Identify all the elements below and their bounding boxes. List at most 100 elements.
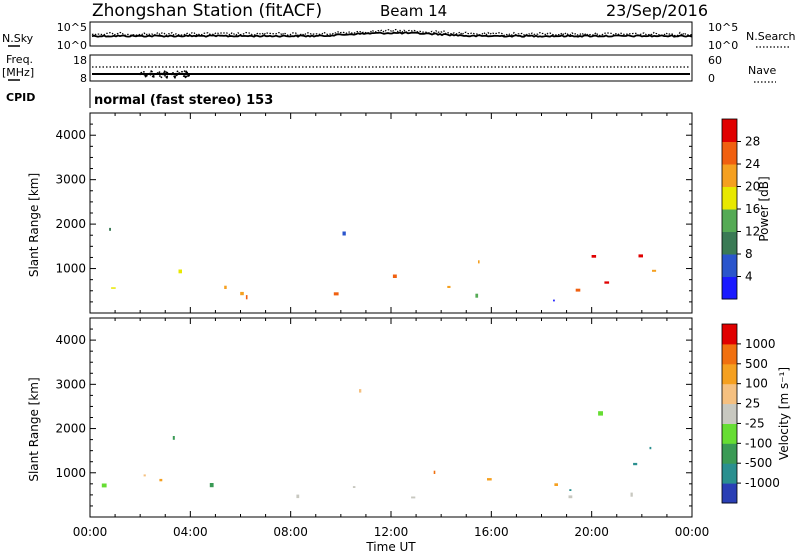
nsky-panel-frame bbox=[89, 21, 693, 47]
echo-cell bbox=[178, 269, 182, 274]
date-label: 23/Sep/2016 bbox=[606, 1, 708, 20]
freq-scatter-point bbox=[173, 75, 176, 78]
freq-scatter-point bbox=[184, 76, 187, 78]
colorbar-segment bbox=[722, 186, 737, 210]
freq-scatter-points bbox=[139, 70, 191, 79]
colorbar-segment bbox=[722, 363, 737, 385]
echo-cell bbox=[568, 495, 573, 499]
echo-cell bbox=[109, 227, 111, 231]
freq-label-line1: Freq. bbox=[6, 53, 33, 66]
echo-cell bbox=[143, 474, 146, 477]
nsearch-right-tick-top: 10^5 bbox=[708, 21, 738, 34]
echo-cell bbox=[392, 274, 397, 278]
freq-scatter-point bbox=[186, 71, 189, 74]
nsearch-right-tick-bottom: 10^0 bbox=[708, 39, 738, 52]
colorbar-tick-label: 500 bbox=[745, 357, 768, 371]
colorbar-segment bbox=[722, 443, 737, 464]
colorbar-tick-label: 24 bbox=[745, 157, 760, 171]
colorbar-tick-label: -500 bbox=[745, 456, 772, 470]
colorbar-tick-label: -1000 bbox=[745, 476, 780, 490]
colorbar-tick-label: 16 bbox=[745, 202, 760, 216]
y-tick-label: 1000 bbox=[55, 466, 86, 480]
freq-scatter-point bbox=[169, 73, 172, 75]
nsky-left-tick-top: 10^5 bbox=[57, 21, 87, 34]
freq-scatter-point bbox=[172, 72, 174, 74]
echo-cell bbox=[159, 478, 163, 482]
x-tick-label: 12:00 bbox=[374, 525, 409, 539]
freq-scatter-point bbox=[144, 73, 147, 76]
x-tick-label: 20:00 bbox=[574, 525, 609, 539]
colorbar-segment bbox=[722, 463, 737, 484]
x-axis-title: Time UT bbox=[365, 540, 416, 554]
y-tick-label: 2000 bbox=[55, 422, 86, 436]
colorbar-tick-label: 4 bbox=[745, 270, 753, 284]
freq-scatter-point bbox=[159, 75, 161, 77]
freq-scatter-point bbox=[183, 72, 186, 75]
power-colorbar: 4 8 12 16 20 24 28 Power [dB] bbox=[721, 118, 771, 300]
colorbar-title: Velocity [m s⁻¹] bbox=[777, 367, 791, 460]
freq-scatter-point bbox=[149, 73, 152, 76]
freq-scatter-point bbox=[140, 71, 143, 74]
freq-scatter-point bbox=[150, 70, 153, 73]
echo-cell bbox=[447, 285, 451, 288]
freq-scatter-point bbox=[158, 71, 161, 73]
echo-cell bbox=[172, 436, 175, 440]
freq-scatter-point bbox=[165, 76, 168, 79]
colorbar-title: Power [dB] bbox=[757, 176, 771, 241]
colorbar-tick-label: -25 bbox=[745, 416, 765, 430]
cpid-label: CPID bbox=[6, 91, 35, 104]
echo-cell bbox=[478, 260, 480, 264]
colorbar-tick-label: 8 bbox=[745, 247, 753, 261]
echo-cell bbox=[240, 291, 244, 296]
colorbar-frame bbox=[721, 323, 738, 504]
freq-scatter-point bbox=[181, 70, 183, 73]
y-tick-label: 3000 bbox=[55, 173, 86, 187]
y-tick-label: 3000 bbox=[55, 377, 86, 391]
echo-cell bbox=[487, 478, 492, 481]
freq-scatter-point bbox=[176, 70, 179, 73]
echo-cell bbox=[553, 299, 555, 302]
echo-cell bbox=[475, 293, 479, 298]
nsearch-label: N.Search bbox=[746, 30, 796, 43]
nave-right-tick-top: 60 bbox=[708, 54, 722, 67]
nave-right-tick-bottom: 0 bbox=[708, 72, 715, 85]
colorbar-segment bbox=[722, 254, 737, 277]
cpid-text: normal (fast stereo) 153 bbox=[94, 93, 273, 108]
power-panel: 1000 2000 3000 4000 Slant Range [km] bbox=[27, 112, 693, 314]
colorbar-segment bbox=[722, 231, 737, 255]
echo-cell bbox=[111, 287, 116, 289]
colorbar-segment bbox=[722, 119, 737, 142]
echo-cell bbox=[359, 389, 362, 393]
freq-scatter-point bbox=[161, 72, 163, 75]
nave-label: Nave bbox=[748, 64, 776, 77]
colorbar-tick-label: 100 bbox=[745, 377, 768, 391]
echo-cell bbox=[411, 496, 416, 499]
colorbar-segment bbox=[722, 324, 737, 345]
freq-panel-frame bbox=[89, 54, 693, 82]
colorbar-segment bbox=[722, 483, 737, 504]
freq-scatter-point bbox=[139, 73, 142, 76]
x-tick-label: 04:00 bbox=[173, 525, 208, 539]
colorbar-tick-label: -100 bbox=[745, 436, 772, 450]
nsky-trace bbox=[91, 31, 693, 38]
nsearch-trace bbox=[91, 28, 693, 37]
freq-scatter-point bbox=[163, 71, 166, 74]
freq-scatter-point bbox=[152, 74, 155, 76]
colorbar-tick-label: 20 bbox=[745, 180, 760, 194]
freq-scatter-point bbox=[175, 72, 178, 75]
beam-label: Beam 14 bbox=[380, 2, 447, 20]
echo-cell bbox=[591, 255, 597, 258]
freq-scatter-point bbox=[178, 73, 181, 75]
panel-frame bbox=[89, 112, 693, 314]
echo-cell bbox=[101, 483, 107, 488]
echo-cell bbox=[245, 295, 248, 300]
colorbar-segment bbox=[722, 403, 737, 424]
freq-scatter-point bbox=[183, 70, 186, 72]
echo-cell bbox=[296, 494, 300, 499]
echo-cell bbox=[209, 483, 214, 488]
echo-cell bbox=[598, 411, 603, 416]
x-tick-label: 08:00 bbox=[273, 525, 308, 539]
chart-title: Zhongshan Station (fitACF) bbox=[92, 1, 322, 21]
freq-scatter-point bbox=[171, 73, 173, 76]
